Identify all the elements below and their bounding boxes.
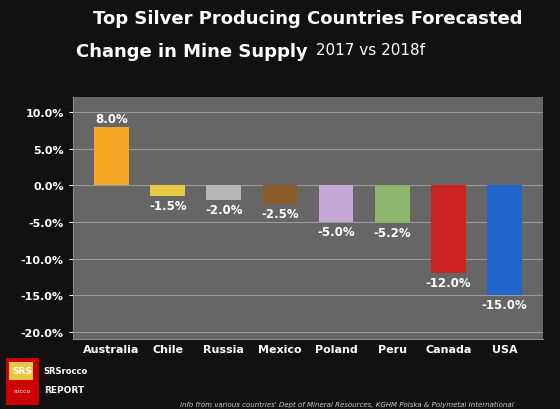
Text: rocco: rocco <box>13 388 31 393</box>
Text: REPORT: REPORT <box>44 385 84 394</box>
Text: 8.0%: 8.0% <box>95 112 128 126</box>
Text: -5.0%: -5.0% <box>318 225 355 238</box>
Bar <box>6 358 39 405</box>
Text: -15.0%: -15.0% <box>482 299 528 312</box>
Bar <box>263 186 297 204</box>
Text: 2017 vs 2018f: 2017 vs 2018f <box>311 43 425 58</box>
Bar <box>207 186 241 200</box>
Text: -1.5%: -1.5% <box>149 200 186 213</box>
Text: -2.5%: -2.5% <box>261 207 298 220</box>
Text: -2.0%: -2.0% <box>205 203 242 216</box>
Text: Change in Mine Supply: Change in Mine Supply <box>76 43 308 61</box>
Text: Top Silver Producing Countries Forecasted: Top Silver Producing Countries Forecaste… <box>94 10 522 28</box>
Text: -12.0%: -12.0% <box>426 276 471 290</box>
Bar <box>431 186 466 274</box>
Bar <box>150 186 185 197</box>
Bar <box>9 362 34 380</box>
Text: SRS: SRS <box>12 366 32 375</box>
Bar <box>487 186 522 296</box>
Bar <box>319 186 353 222</box>
Text: info from various countries' Dept of Mineral Resources, KGHM Polska & Polymetal : info from various countries' Dept of Min… <box>180 401 514 407</box>
Text: -5.2%: -5.2% <box>374 227 411 240</box>
Text: SRSrocco: SRSrocco <box>44 366 88 375</box>
Bar <box>94 128 129 186</box>
Bar <box>375 186 409 224</box>
